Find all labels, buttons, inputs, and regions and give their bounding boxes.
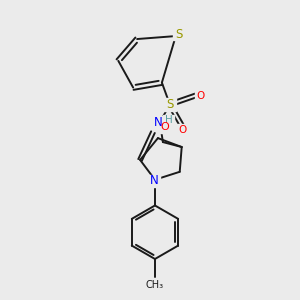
Text: S: S (175, 28, 182, 40)
Text: O: O (196, 91, 205, 100)
Bar (164, 115, 174, 126)
Bar (148, 175, 160, 187)
Text: CH₃: CH₃ (146, 280, 164, 290)
Text: N: N (154, 116, 162, 129)
Text: O: O (178, 125, 187, 135)
Bar (177, 124, 189, 136)
Text: O: O (160, 122, 169, 132)
Bar (173, 28, 185, 40)
Bar (164, 98, 176, 111)
Bar (159, 121, 171, 133)
Bar (152, 116, 164, 129)
Text: N: N (150, 174, 158, 187)
Bar (144, 279, 166, 291)
Bar (195, 90, 206, 101)
Text: H: H (165, 115, 173, 125)
Text: S: S (166, 98, 173, 111)
